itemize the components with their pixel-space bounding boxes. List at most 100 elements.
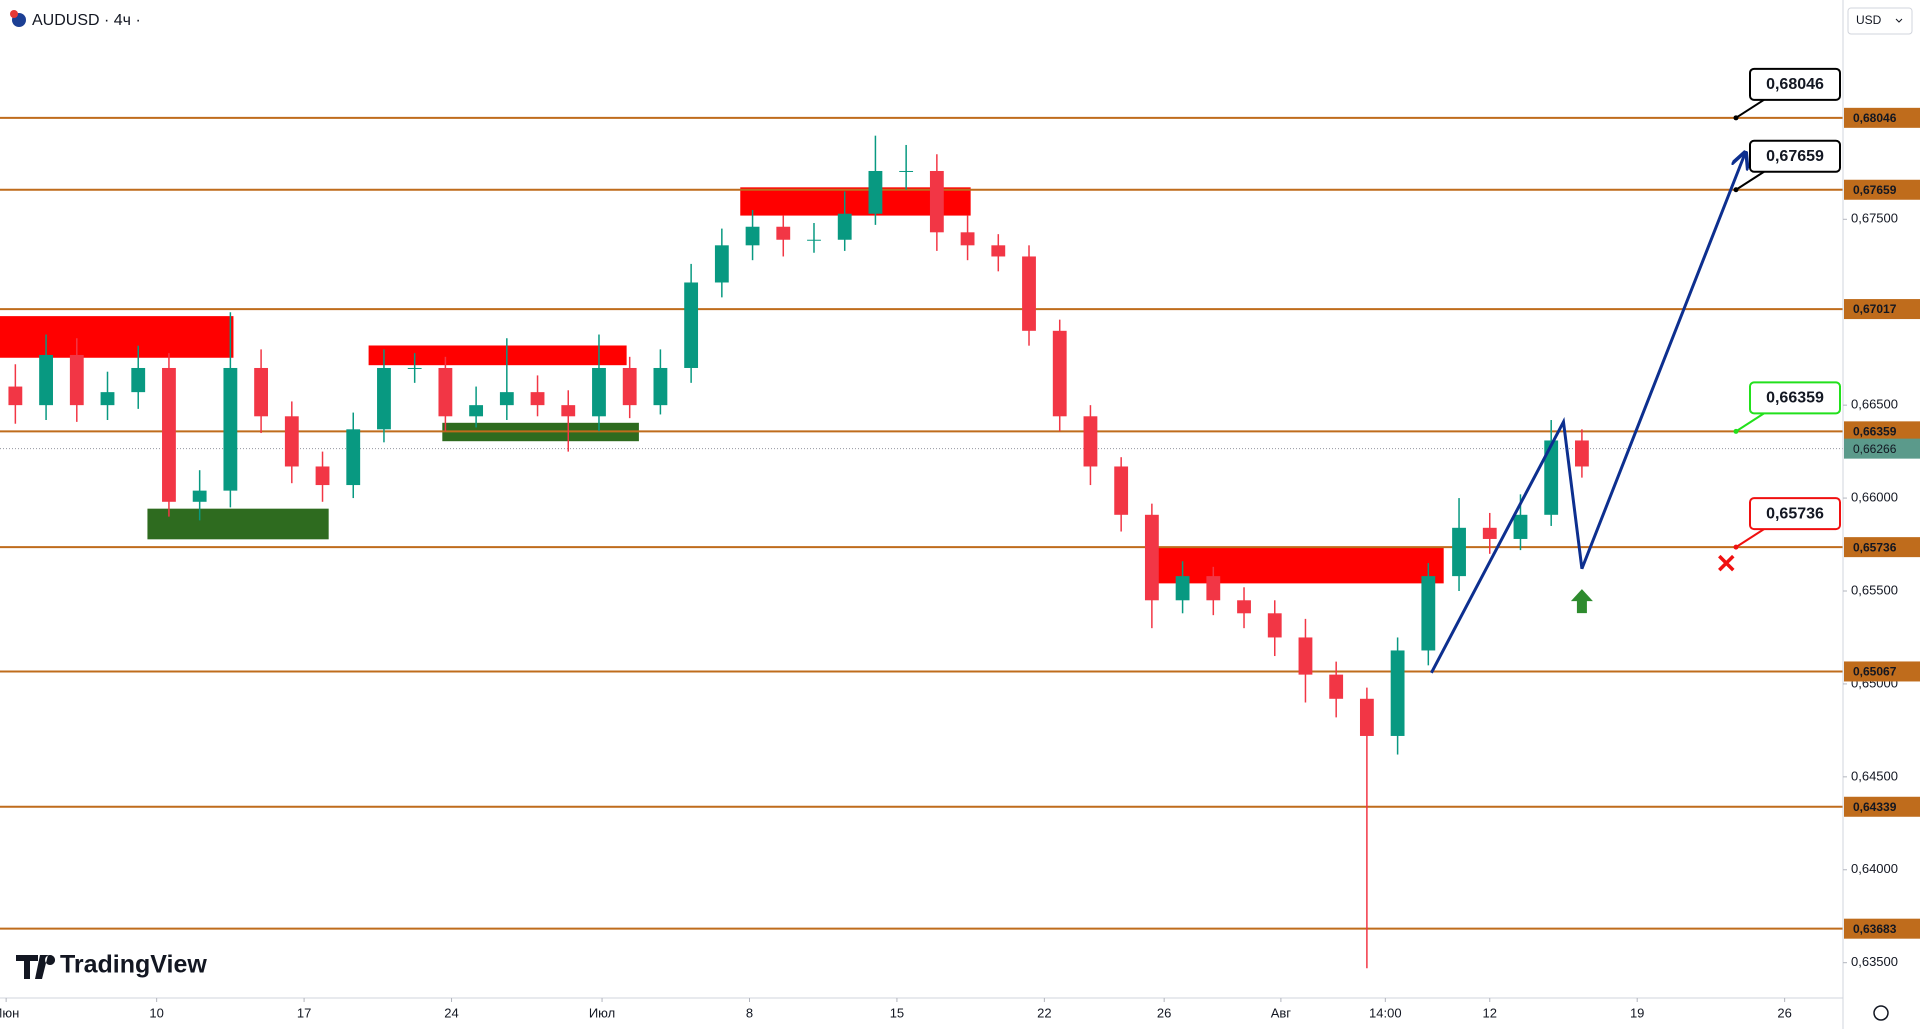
candle-body <box>561 405 576 417</box>
settings-icon[interactable] <box>1873 1005 1889 1021</box>
callout-box <box>1749 67 1841 101</box>
candle-body <box>1052 330 1067 417</box>
price-tick-label: 0,64000 <box>1851 861 1898 876</box>
symbol-icon <box>10 10 18 18</box>
candle-body <box>192 490 207 502</box>
callout-box <box>1749 497 1841 531</box>
time-tick-label: Июл <box>589 1005 615 1020</box>
level-tag <box>1844 661 1920 682</box>
candle-body <box>899 170 914 172</box>
candle-body <box>1206 576 1221 601</box>
buy-signal <box>1570 589 1593 614</box>
candle-body <box>592 367 606 417</box>
price-tick-label: 0,64500 <box>1851 768 1898 783</box>
candle-body <box>346 429 361 486</box>
time-tick-label: 17 <box>297 1005 311 1020</box>
candle-body <box>131 367 146 393</box>
level-tag-label: 0,68046 <box>1853 111 1897 125</box>
candle-body <box>1022 256 1036 331</box>
candle-body <box>1359 698 1374 736</box>
price-tick-label: 0,67500 <box>1851 211 1898 226</box>
time-tick-label: 14:00 <box>1369 1005 1402 1020</box>
candle-body <box>315 466 330 486</box>
currency-label[interactable]: USD <box>1856 13 1882 27</box>
candle-body <box>1513 514 1528 539</box>
candle-body <box>1452 527 1466 577</box>
candle-body <box>1390 650 1405 736</box>
candle-body <box>1237 600 1251 614</box>
price-tick-label: 0,66000 <box>1851 490 1898 505</box>
candle-body <box>714 245 729 283</box>
price-tick-label: 0,66500 <box>1851 397 1898 412</box>
candle-body <box>1144 514 1159 601</box>
candle-body <box>1267 613 1282 638</box>
level-tag-label: 0,65067 <box>1853 665 1897 679</box>
candle-body <box>499 392 514 406</box>
candle-body <box>1421 576 1436 651</box>
level-tag <box>1844 796 1920 817</box>
currency-select[interactable] <box>1847 7 1913 35</box>
level-tag <box>1844 537 1920 558</box>
zone <box>0 316 234 358</box>
callout-connector <box>1735 412 1765 433</box>
callout-label: 0,68046 <box>1766 76 1824 93</box>
candle-body <box>684 282 699 368</box>
time-tick-label: Июн <box>0 1005 19 1020</box>
time-tick-label: 24 <box>444 1005 458 1020</box>
candle-body <box>438 367 453 417</box>
last-price-label: 0,66266 <box>1853 442 1897 456</box>
projection-path <box>1430 154 1744 674</box>
time-tick-label: 8 <box>746 1005 753 1020</box>
zone <box>1154 547 1444 584</box>
dropdown-icon[interactable] <box>1895 18 1903 23</box>
level-tag-label: 0,65736 <box>1853 540 1897 554</box>
candle-body <box>1482 527 1497 539</box>
brand-name: TradingView <box>60 951 207 979</box>
callout-label: 0,66359 <box>1766 390 1824 407</box>
candle-body <box>100 392 115 406</box>
price-tick-label: 0,63500 <box>1851 954 1898 969</box>
candle-body <box>223 367 238 491</box>
time-tick-label: 26 <box>1157 1005 1171 1020</box>
candle-body <box>1175 576 1190 601</box>
candle-body <box>960 232 975 246</box>
last-price-tag <box>1844 438 1920 459</box>
candle-body <box>469 405 484 417</box>
candle-body <box>929 170 944 233</box>
level-tag-label: 0,66359 <box>1853 425 1897 439</box>
candle-body <box>407 367 422 369</box>
time-tick-label: 15 <box>890 1005 904 1020</box>
candle-body <box>1114 466 1129 515</box>
candle-body <box>8 386 23 406</box>
candle-body <box>991 245 1006 257</box>
candle-body <box>653 367 668 406</box>
candle-body <box>69 354 84 406</box>
level-tag <box>1844 918 1920 939</box>
zone <box>147 508 329 540</box>
candle-body <box>530 392 545 406</box>
candle-body <box>284 416 299 467</box>
candle-body <box>745 226 760 246</box>
time-tick-label: 22 <box>1037 1005 1051 1020</box>
level-tag <box>1844 179 1920 200</box>
candle-body <box>1329 674 1344 699</box>
stop-signal <box>1718 554 1735 572</box>
callout-connector <box>1735 528 1765 548</box>
candle-body <box>1298 637 1313 675</box>
callout-connector <box>1735 98 1765 119</box>
time-tick-label: 12 <box>1483 1005 1497 1020</box>
callout-label: 0,67659 <box>1766 148 1824 165</box>
time-tick-label: 26 <box>1777 1005 1791 1020</box>
time-tick-label: 10 <box>149 1005 163 1020</box>
level-tag-label: 0,67659 <box>1853 183 1897 197</box>
candle-body <box>1083 416 1098 467</box>
candle-body <box>162 367 176 502</box>
callout-connector <box>1735 170 1765 191</box>
candle-body <box>776 226 791 240</box>
candle-body <box>377 367 391 430</box>
candle-body <box>837 213 852 240</box>
level-tag <box>1844 107 1920 128</box>
candle-body <box>39 354 53 406</box>
price-tick-label: 0,65500 <box>1851 582 1898 597</box>
